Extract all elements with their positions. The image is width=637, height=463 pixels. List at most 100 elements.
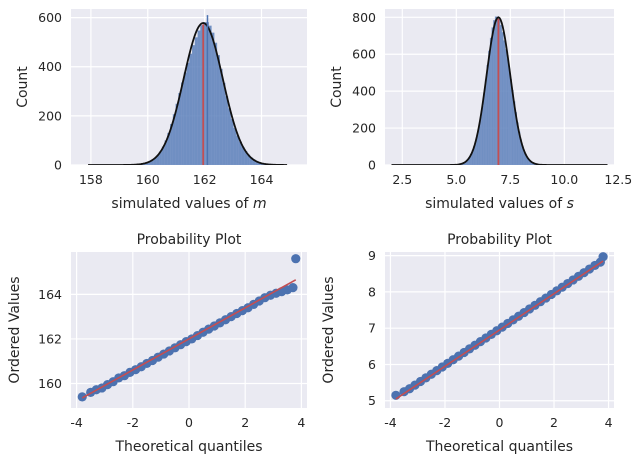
x-axis-label: Theoretical quantiles (114, 439, 262, 455)
histogram-bar (194, 37, 198, 165)
histogram-bar (189, 53, 193, 165)
x-tick-label: 4 (297, 415, 305, 430)
histogram-bar (219, 68, 223, 165)
y-tick-label: 5 (368, 393, 376, 408)
histogram-bar (222, 82, 226, 165)
histogram-bar (503, 40, 506, 165)
x-axis-label: simulated values of m (111, 196, 266, 212)
data-layer (391, 252, 608, 400)
histogram-bar (235, 135, 240, 165)
panel-3: -4 -2 0 2 4 160 162 164 Theoretical quantiles Ord… (7, 232, 307, 455)
y-axis-label: Count (15, 66, 31, 108)
x-tick-label: 2 (550, 415, 558, 430)
fit-line (81, 279, 297, 399)
y-tick-label: 0 (54, 158, 62, 173)
y-axis-label: Ordered Values (7, 276, 23, 383)
x-tick-label: 0 (185, 415, 193, 430)
data-point (598, 252, 608, 262)
panel-title: Probability Plot (447, 232, 552, 248)
x-tick-label: 4 (605, 415, 613, 430)
y-tick-label: 600 (38, 10, 62, 25)
histogram-bar (504, 49, 507, 165)
x-tick-label: 158 (79, 172, 103, 187)
histogram-bar (216, 55, 220, 165)
histogram-bar (178, 93, 182, 165)
histogram-bar (506, 58, 509, 165)
x-tick-label: 5.0 (446, 172, 466, 187)
y-tick-label: 200 (352, 121, 376, 136)
x-axis-label: simulated values of s (425, 196, 574, 212)
x-tick-label: 2 (241, 415, 249, 430)
histogram-bar (491, 27, 494, 165)
density-curve (391, 16, 608, 165)
y-tick-label: 160 (38, 376, 62, 391)
x-tick-label: -2 (127, 415, 139, 430)
panel-2: 2.5 5.0 7.5 10.0 12.5 0 200 400 600 800 simulated … (329, 9, 632, 212)
histogram-bar (478, 126, 481, 165)
y-tick-label: 800 (352, 10, 376, 25)
x-tick-label: 160 (136, 172, 160, 187)
y-tick-label: 400 (352, 84, 376, 99)
density-curve (88, 22, 288, 165)
x-tick-label: 7.5 (500, 172, 520, 187)
data-layer (88, 15, 288, 165)
histogram-bar (484, 79, 487, 165)
histogram-bar (509, 79, 512, 165)
histogram-bar (186, 62, 190, 165)
histogram-bar (208, 25, 212, 165)
histogram-bar (486, 64, 489, 165)
y-tick-label: 8 (368, 284, 376, 299)
data-point (291, 254, 301, 264)
histogram-bar (489, 37, 492, 165)
histogram-bar (183, 72, 187, 165)
y-tick-label: 162 (38, 331, 62, 346)
histogram-bar (197, 30, 201, 165)
histogram-bar (501, 32, 504, 165)
histogram-bar (494, 16, 497, 165)
x-axis-label: Theoretical quantiles (425, 439, 573, 455)
panel-4: -4 -2 0 2 4 5 6 7 8 9 Theoretical quantiles Ordered… (321, 232, 614, 455)
histogram-bar (211, 32, 215, 165)
y-tick-label: 6 (368, 357, 376, 372)
x-tick-label: 164 (250, 172, 274, 187)
x-tick-label: -4 (70, 415, 83, 430)
x-tick-label: 12.5 (604, 172, 632, 187)
y-tick-label: 600 (352, 47, 376, 62)
histogram-bar (488, 50, 491, 165)
x-tick-label: 162 (193, 172, 217, 187)
x-tick-label: -2 (439, 415, 451, 430)
histogram-bar (479, 117, 482, 165)
histogram-bar (499, 25, 502, 165)
x-tick-label: 2.5 (392, 172, 412, 187)
x-tick-label: 0 (496, 415, 504, 430)
histogram-bar (214, 42, 218, 165)
histogram-bar (181, 82, 185, 165)
panel-1: 158 160 162 164 0 200 400 600 simulated values o… (15, 9, 307, 212)
data-layer (391, 16, 608, 165)
y-tick-label: 7 (368, 321, 376, 336)
histogram-bar (227, 108, 231, 165)
fit-line (395, 260, 604, 400)
histogram-bar (230, 118, 234, 165)
panel-title: Probability Plot (137, 232, 242, 248)
x-tick-label: -4 (384, 415, 397, 430)
y-tick-label: 200 (38, 108, 62, 123)
x-tick-label: 10.0 (550, 172, 578, 187)
y-tick-label: 164 (38, 287, 62, 302)
y-axis-label: Count (329, 66, 345, 108)
data-point (288, 283, 298, 293)
histogram-bar (508, 68, 511, 165)
histogram-bar (233, 127, 237, 165)
data-point (77, 392, 87, 402)
histogram-bar (483, 93, 486, 165)
histogram-bar (493, 20, 496, 165)
y-axis-label: Ordered Values (321, 276, 337, 383)
y-tick-label: 0 (368, 158, 376, 173)
data-layer (77, 254, 301, 402)
histogram-bar (224, 96, 229, 165)
y-tick-label: 9 (368, 248, 376, 263)
histogram-bar (481, 105, 484, 165)
histogram-bar (192, 45, 196, 165)
y-tick-label: 400 (38, 59, 62, 74)
